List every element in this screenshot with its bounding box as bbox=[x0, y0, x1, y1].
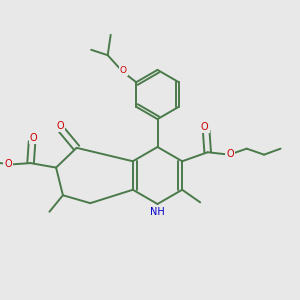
Text: NH: NH bbox=[150, 207, 165, 218]
Text: O: O bbox=[30, 133, 38, 143]
Text: O: O bbox=[201, 122, 208, 132]
Text: O: O bbox=[56, 121, 64, 131]
Text: O: O bbox=[120, 66, 127, 75]
Text: O: O bbox=[226, 149, 234, 159]
Text: O: O bbox=[4, 159, 12, 169]
